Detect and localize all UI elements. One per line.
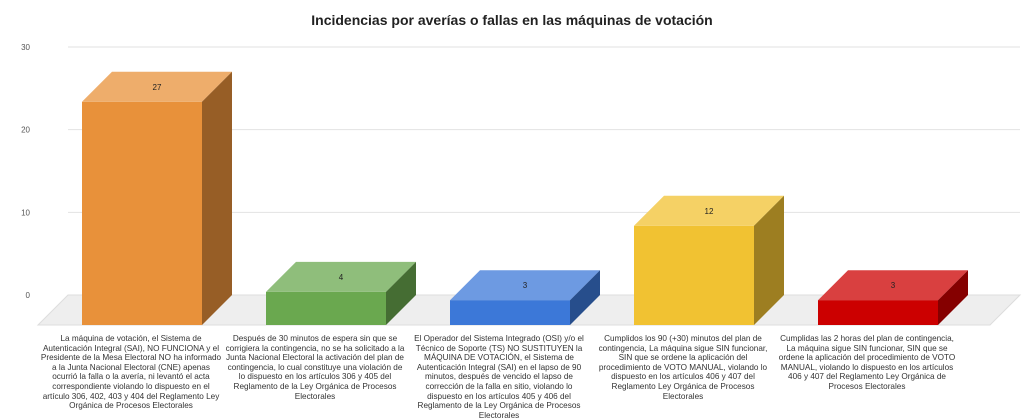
bar <box>450 300 570 325</box>
bar <box>634 225 754 325</box>
bar <box>266 291 386 325</box>
bar-side <box>202 71 232 325</box>
data-label: 4 <box>339 273 344 282</box>
x-category-label: Después de 30 minutos de espera sin que … <box>225 334 405 401</box>
x-category-label: La máquina de votación, el Sistema de Au… <box>40 334 222 411</box>
bar-top <box>634 195 784 226</box>
data-label: 3 <box>523 281 528 290</box>
x-category-label: Cumplidas las 2 horas del plan de contin… <box>778 334 956 391</box>
x-category-label: Cumplidos los 90 (+30) minutos del plan … <box>598 334 768 401</box>
y-tick-label: 0 <box>26 291 31 300</box>
data-label: 27 <box>153 83 162 92</box>
x-category-label: El Operador del Sistema Integrado (OSI) … <box>414 334 584 420</box>
bar-side <box>386 261 416 325</box>
y-tick-label: 30 <box>21 43 30 52</box>
bar-side <box>570 270 600 325</box>
chart-title: Incidencias por averías o fallas en las … <box>311 12 713 28</box>
bar-side <box>754 195 784 325</box>
bar-top <box>266 261 416 292</box>
y-tick-label: 20 <box>21 126 30 135</box>
bar-top <box>450 270 600 301</box>
bar-side <box>938 270 968 325</box>
y-tick-label: 10 <box>21 208 30 217</box>
bar <box>818 300 938 325</box>
chart-plot-area: 0 10 20 30 27 4 3 12 3 <box>21 43 1022 326</box>
bar-top <box>82 71 232 102</box>
bar <box>82 101 202 325</box>
data-label: 3 <box>891 281 896 290</box>
data-label: 12 <box>705 207 714 216</box>
bar-top <box>818 270 968 301</box>
bar-chart: Incidencias por averías o fallas en las … <box>21 12 1022 420</box>
